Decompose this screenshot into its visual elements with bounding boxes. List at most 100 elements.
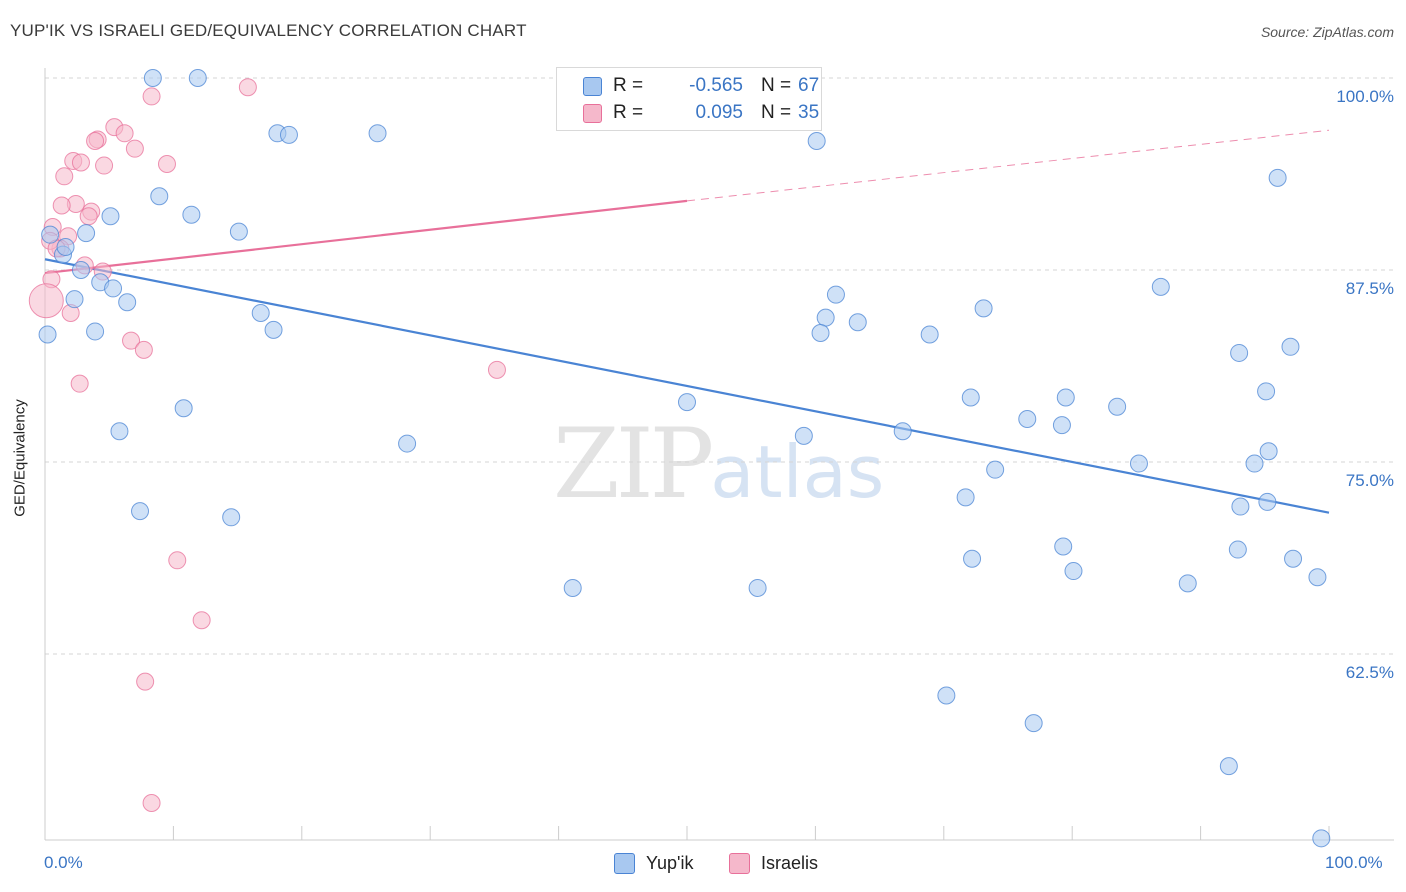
yupik-point	[56, 237, 75, 256]
watermark-zip: ZIP	[553, 408, 714, 520]
israelis-point	[192, 611, 211, 630]
yupik-point	[182, 205, 201, 224]
israelis-point	[136, 672, 155, 691]
yupik-point	[974, 299, 993, 318]
yupik-point	[963, 549, 982, 568]
y-tick-label: 75.0%	[1345, 471, 1394, 490]
yupik-point	[848, 313, 867, 332]
yupik-point	[38, 325, 57, 344]
correlation-legend: R = -0.565 N = 67 R = 0.095 N = 35	[556, 67, 822, 131]
israelis-trend-line	[686, 129, 1330, 202]
source-label: Source: ZipAtlas.com	[1260, 24, 1394, 40]
yupik-point	[1052, 416, 1071, 435]
watermark-atlas: atlas	[710, 430, 885, 514]
yupik-point	[961, 388, 980, 407]
watermark: ZIPatlas	[553, 408, 884, 520]
y-tick-label: 100.0%	[1336, 87, 1394, 106]
legend-n-value: 67	[798, 75, 820, 96]
yupik-point	[1230, 343, 1249, 362]
israelis-point	[28, 283, 64, 319]
yupik-point	[101, 207, 120, 226]
legend-n-label: N =	[761, 75, 792, 96]
israelis-point	[142, 87, 161, 106]
yupik-point	[368, 124, 387, 143]
yupik-point	[1151, 277, 1170, 296]
yupik-trend-line	[44, 258, 1330, 514]
yupik-point	[71, 261, 90, 279]
yupik-point	[279, 125, 298, 144]
israelis-point	[115, 124, 134, 143]
israelis-point	[168, 551, 187, 570]
yupik-point	[1257, 382, 1276, 401]
legend-n-label: N =	[761, 102, 792, 123]
yupik-point	[222, 508, 241, 527]
yupik-point	[807, 131, 826, 150]
yupik-point	[937, 686, 956, 705]
israelis-point	[134, 340, 153, 359]
israelis-point	[95, 156, 114, 175]
yupik-point	[811, 323, 830, 342]
yupik-point	[986, 460, 1005, 479]
yupik-point	[1312, 829, 1331, 848]
legend-r-value: -0.565	[689, 75, 743, 96]
series-legend: Yup'ik Israelis	[0, 852, 1406, 876]
yupik-point	[920, 325, 939, 344]
yupik-point	[816, 308, 835, 327]
legend-r-label: R =	[613, 75, 644, 96]
israelis-point	[55, 167, 74, 186]
israelis-point	[157, 155, 176, 174]
yupik-point	[229, 222, 248, 241]
yupik-point	[1178, 574, 1197, 593]
y-tick-label: 62.5%	[1345, 663, 1394, 682]
y-tick-label: 87.5%	[1345, 279, 1394, 298]
yupik-point	[104, 279, 123, 298]
yupik-point	[131, 502, 150, 521]
yupik-point	[1281, 337, 1300, 356]
israelis-point	[71, 153, 90, 172]
yupik-point	[110, 422, 129, 441]
yupik-point	[1258, 492, 1277, 511]
yupik-point	[150, 187, 169, 206]
yupik-point	[118, 293, 137, 312]
yupik-point	[1056, 388, 1075, 407]
legend-swatch-yupik	[583, 77, 602, 96]
israelis-point	[70, 374, 89, 393]
israelis-point	[238, 78, 257, 97]
x-tick-label-max: 100.0%	[1325, 853, 1383, 872]
yupik-point	[143, 69, 162, 87]
yupik-point	[264, 320, 283, 339]
yupik-point	[1245, 454, 1264, 473]
legend-n-value: 35	[798, 102, 820, 123]
yupik-point	[826, 285, 845, 304]
yupik-point	[1108, 397, 1127, 416]
yupik-point	[1268, 168, 1287, 187]
legend-r-value: 0.095	[695, 102, 743, 123]
yupik-point	[188, 69, 207, 87]
yupik-point	[1129, 454, 1148, 473]
yupik-point	[1054, 537, 1073, 556]
yupik-point	[1228, 540, 1247, 559]
israelis-point	[79, 207, 98, 226]
israelis-point	[142, 793, 161, 812]
yupik-point	[748, 578, 767, 597]
yupik-point	[86, 322, 105, 341]
israelis-point	[52, 196, 71, 215]
grid-lines	[45, 77, 1394, 655]
legend-label-yupik: Yup'ik	[646, 853, 694, 873]
yupik-point	[1259, 442, 1278, 461]
israelis-trend-line	[44, 199, 688, 275]
yupik-point	[398, 434, 417, 453]
yupik-point	[563, 578, 582, 597]
yupik-point	[77, 224, 96, 243]
yupik-point	[1064, 562, 1083, 581]
chart-title: YUP'IK VS ISRAELI GED/EQUIVALENCY CORREL…	[10, 21, 527, 40]
yupik-point	[41, 225, 60, 244]
israelis-point	[86, 131, 105, 150]
legend-swatch-israelis	[583, 104, 602, 123]
yupik-point	[1231, 497, 1250, 516]
legend-swatch-israelis	[729, 853, 750, 874]
yupik-point	[794, 426, 813, 445]
legend-r-label: R =	[613, 102, 644, 123]
trend-lines	[44, 129, 1330, 514]
